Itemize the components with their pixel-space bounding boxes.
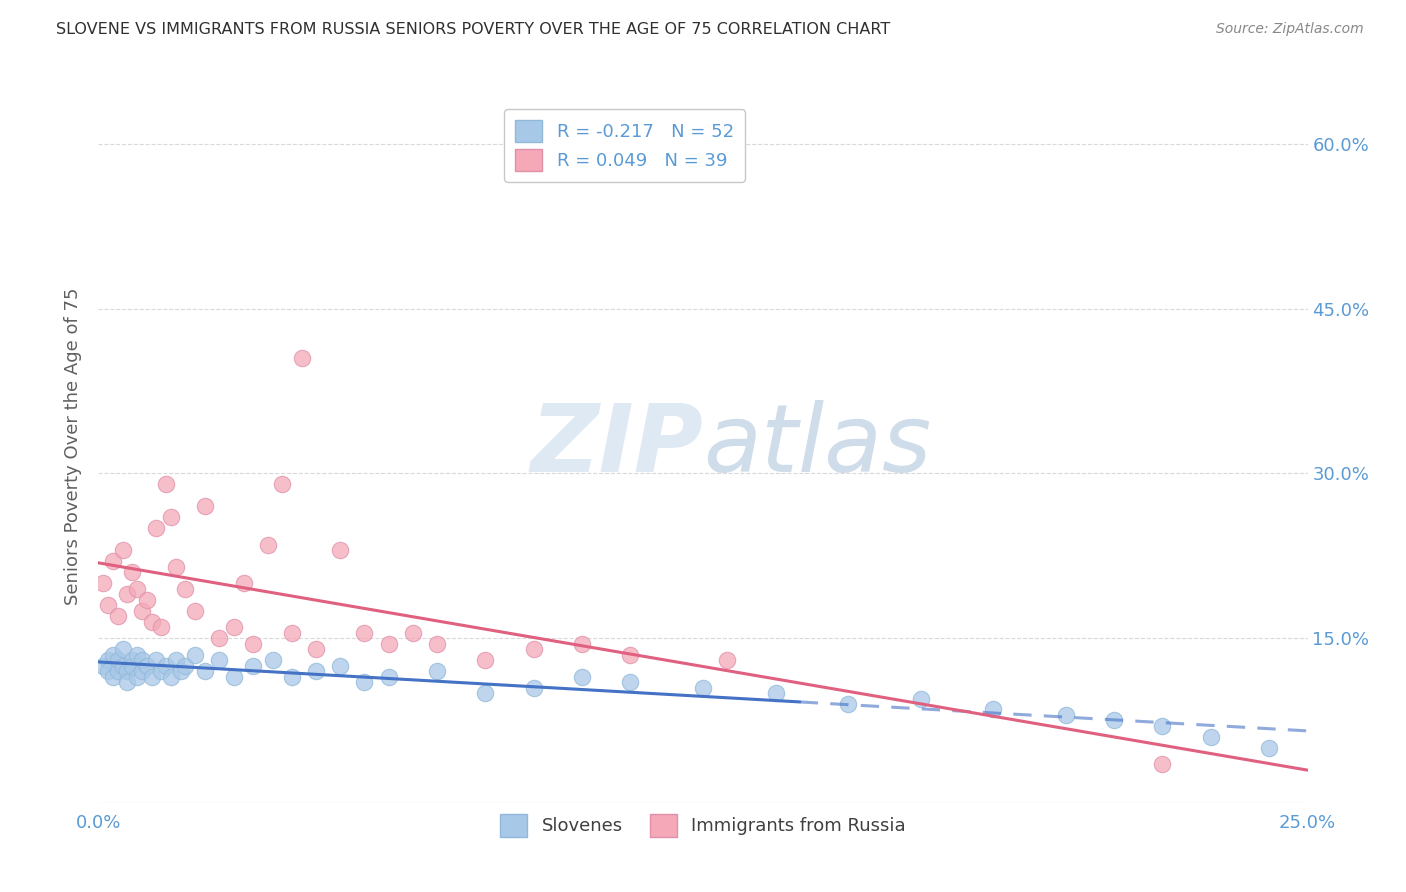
Point — [107, 653, 129, 667]
Point — [174, 658, 197, 673]
Point — [377, 669, 399, 683]
Point — [281, 625, 304, 640]
Point — [232, 576, 254, 591]
Text: SLOVENE VS IMMIGRANTS FROM RUSSIA SENIORS POVERTY OVER THE AGE OF 75 CORRELATION: SLOVENE VS IMMIGRANTS FROM RUSSIA SENIOR… — [56, 22, 890, 37]
Point — [121, 653, 143, 667]
Point — [262, 653, 284, 667]
Point — [353, 625, 375, 640]
Point — [353, 675, 375, 690]
Point — [208, 653, 231, 667]
Point — [101, 669, 124, 683]
Point — [716, 653, 738, 667]
Point — [1054, 708, 1077, 723]
Point — [1102, 714, 1125, 728]
Point — [165, 559, 187, 574]
Point — [169, 664, 191, 678]
Point — [165, 653, 187, 667]
Point — [242, 637, 264, 651]
Point — [305, 664, 328, 678]
Point — [474, 653, 496, 667]
Point — [150, 664, 173, 678]
Point — [1199, 730, 1222, 744]
Point — [194, 664, 217, 678]
Point — [426, 637, 449, 651]
Text: ZIP: ZIP — [530, 400, 703, 492]
Point — [131, 664, 153, 678]
Point — [91, 658, 114, 673]
Point — [101, 648, 124, 662]
Point — [194, 500, 217, 514]
Point — [222, 669, 245, 683]
Point — [97, 653, 120, 667]
Point — [281, 669, 304, 683]
Point — [329, 543, 352, 558]
Point — [135, 592, 157, 607]
Text: Source: ZipAtlas.com: Source: ZipAtlas.com — [1216, 22, 1364, 37]
Point — [208, 631, 231, 645]
Point — [107, 664, 129, 678]
Point — [127, 648, 149, 662]
Point — [111, 642, 134, 657]
Point — [1152, 757, 1174, 772]
Point — [222, 620, 245, 634]
Point — [141, 615, 163, 629]
Point — [160, 510, 183, 524]
Point — [523, 642, 546, 657]
Point — [271, 477, 294, 491]
Point — [117, 587, 139, 601]
Point — [426, 664, 449, 678]
Point — [619, 648, 641, 662]
Point — [474, 686, 496, 700]
Point — [117, 675, 139, 690]
Point — [131, 653, 153, 667]
Point — [145, 653, 167, 667]
Point — [121, 658, 143, 673]
Point — [107, 609, 129, 624]
Point — [121, 566, 143, 580]
Point — [101, 554, 124, 568]
Y-axis label: Seniors Poverty Over the Age of 75: Seniors Poverty Over the Age of 75 — [63, 287, 82, 605]
Point — [174, 582, 197, 596]
Point — [184, 604, 207, 618]
Point — [155, 658, 177, 673]
Point — [184, 648, 207, 662]
Point — [765, 686, 787, 700]
Point — [160, 669, 183, 683]
Legend: Slovenes, Immigrants from Russia: Slovenes, Immigrants from Russia — [494, 807, 912, 844]
Point — [523, 681, 546, 695]
Point — [135, 658, 157, 673]
Point — [571, 669, 593, 683]
Point — [377, 637, 399, 651]
Point — [981, 702, 1004, 716]
Point — [1152, 719, 1174, 733]
Point — [97, 664, 120, 678]
Point — [290, 351, 312, 366]
Point — [256, 538, 278, 552]
Point — [402, 625, 425, 640]
Point — [111, 543, 134, 558]
Point — [141, 669, 163, 683]
Point — [150, 620, 173, 634]
Point — [131, 604, 153, 618]
Point — [145, 521, 167, 535]
Point — [97, 598, 120, 612]
Point — [111, 658, 134, 673]
Point — [127, 669, 149, 683]
Point — [571, 637, 593, 651]
Point — [91, 576, 114, 591]
Point — [305, 642, 328, 657]
Point — [837, 697, 859, 711]
Point — [619, 675, 641, 690]
Point — [117, 664, 139, 678]
Point — [242, 658, 264, 673]
Point — [692, 681, 714, 695]
Text: atlas: atlas — [703, 401, 931, 491]
Point — [1257, 740, 1279, 755]
Point — [127, 582, 149, 596]
Point — [329, 658, 352, 673]
Point — [155, 477, 177, 491]
Point — [910, 691, 932, 706]
